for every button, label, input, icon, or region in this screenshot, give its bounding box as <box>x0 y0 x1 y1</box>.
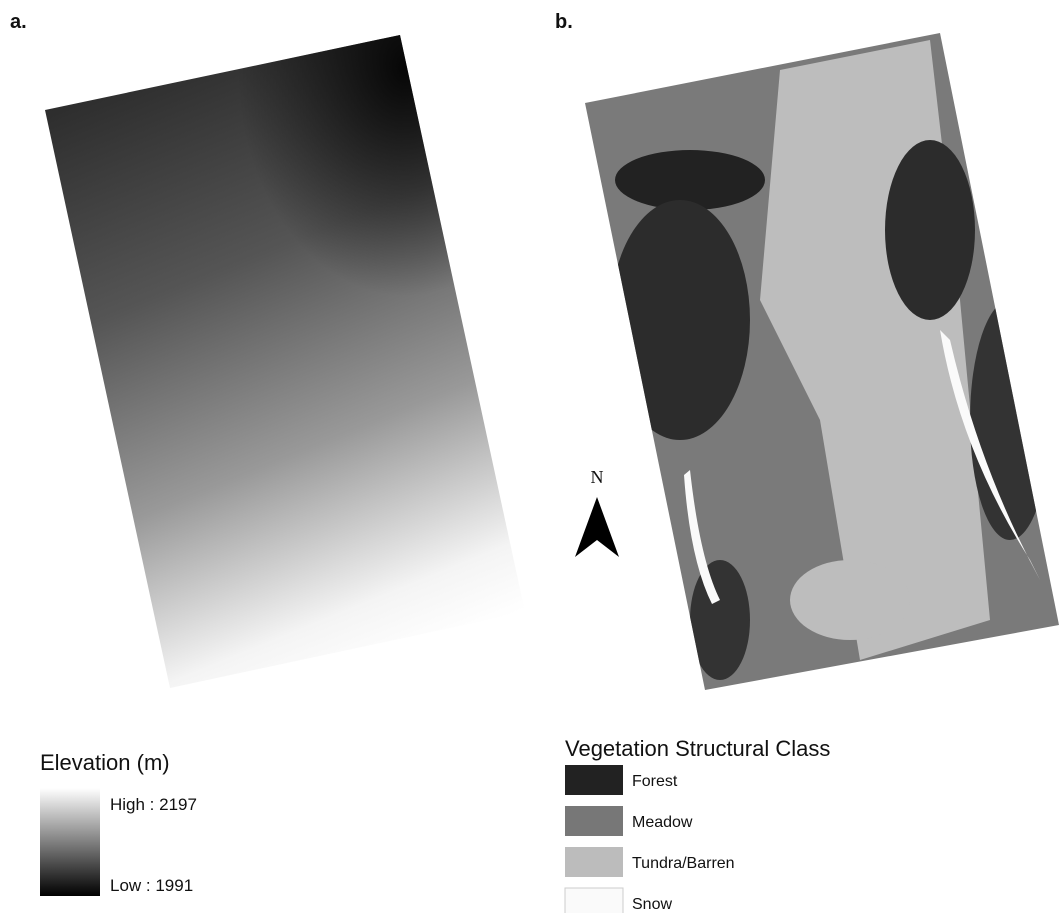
legend-label: Forest <box>632 773 678 790</box>
vegetation-map <box>585 33 1059 690</box>
legend-swatch <box>565 847 623 877</box>
elevation-map <box>45 35 525 688</box>
color-ramp <box>40 788 100 896</box>
legend-title: Elevation (m) <box>40 750 170 775</box>
legend-swatch <box>565 806 623 836</box>
legend-low: Low : 1991 <box>110 876 193 895</box>
legend-title: Vegetation Structural Class <box>565 736 830 761</box>
legend-swatch <box>564 887 624 913</box>
legend-label: Meadow <box>632 814 693 831</box>
north-label: N <box>591 467 604 487</box>
legend-label: Snow <box>632 896 672 913</box>
panel-label: a. <box>10 11 27 33</box>
legend-label: Tundra/Barren <box>632 855 735 872</box>
north-arrow: N <box>575 467 619 557</box>
panel-label: b. <box>555 11 573 33</box>
legend-swatch <box>565 765 623 795</box>
legend-high: High : 2197 <box>110 795 197 814</box>
